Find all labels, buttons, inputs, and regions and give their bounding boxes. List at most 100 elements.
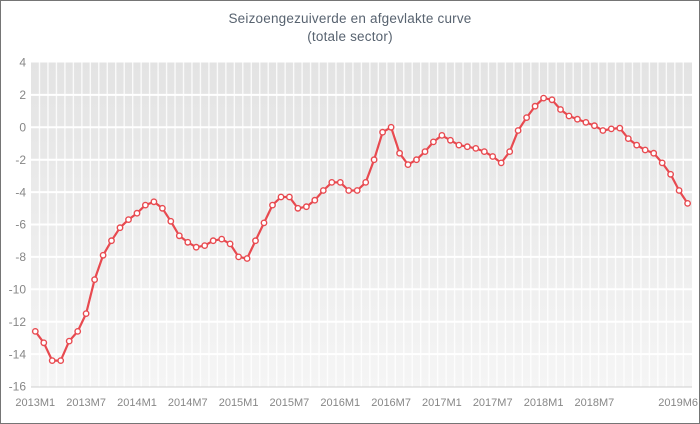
data-point[interactable] [260,219,268,227]
data-point[interactable] [252,237,259,245]
data-point[interactable] [48,357,56,364]
data-point[interactable] [396,149,403,157]
data-point[interactable] [548,96,556,104]
data-point[interactable] [413,156,420,164]
data-point[interactable] [463,143,471,151]
x-tick-label: 2019M6 [658,397,698,409]
y-tick-label: 4 [19,56,26,70]
y-tick-label: 0 [19,121,26,135]
data-point[interactable] [353,187,361,194]
x-tick-label: 2013M1 [15,397,55,409]
data-point[interactable] [243,255,251,262]
x-tick-label: 2018M1 [524,397,564,409]
x-tick-label: 2017M1 [422,397,462,409]
data-point[interactable] [421,148,429,156]
data-point[interactable] [285,193,293,201]
data-point[interactable] [565,112,573,120]
data-point[interactable] [82,310,90,317]
y-tick-label: 2 [19,88,26,102]
data-point[interactable] [591,122,598,130]
data-point[interactable] [633,141,641,149]
data-point[interactable] [294,204,302,212]
data-point[interactable] [599,127,607,134]
x-tick-label: 2013M7 [66,397,106,409]
data-point[interactable] [99,251,107,259]
data-point[interactable] [150,198,158,206]
data-point[interactable] [319,187,327,194]
data-point[interactable] [557,106,564,113]
series-markers [31,94,691,364]
data-point[interactable] [650,149,658,157]
data-point[interactable] [429,138,437,146]
data-point[interactable] [379,128,386,136]
chart-header: Seizoengezuiverde en afgevlakte curve (t… [1,10,699,46]
x-tick-label: 2016M1 [320,397,360,409]
x-tick-label: 2014M1 [117,397,157,409]
data-point[interactable] [218,235,226,243]
data-point[interactable] [667,170,674,178]
data-point[interactable] [209,237,217,245]
data-point[interactable] [624,135,632,143]
data-point[interactable] [108,237,115,245]
y-tick-label: -16 [9,380,27,394]
data-point[interactable] [31,327,39,335]
data-point[interactable] [582,119,590,126]
data-point[interactable] [277,193,285,201]
data-point[interactable] [65,337,73,345]
y-tick-label: -12 [9,315,27,329]
y-tick-label: -4 [15,185,26,199]
data-point[interactable] [57,357,65,364]
data-point[interactable] [201,242,209,250]
data-point[interactable] [641,146,649,154]
data-point[interactable] [523,114,530,122]
data-point[interactable] [336,178,344,186]
data-point[interactable] [184,238,192,246]
data-point[interactable] [455,141,463,149]
data-point[interactable] [362,178,370,186]
data-point[interactable] [345,187,353,194]
data-point[interactable] [387,123,395,131]
y-tick-label: -14 [9,347,27,361]
data-point[interactable] [311,196,319,204]
data-point[interactable] [607,125,615,133]
data-point[interactable] [167,217,175,225]
data-point[interactable] [531,102,539,110]
data-point[interactable] [514,127,522,134]
data-point[interactable] [40,339,48,347]
data-point[interactable] [158,204,166,212]
data-point[interactable] [175,232,183,240]
data-point[interactable] [506,148,514,156]
data-point[interactable] [226,240,234,248]
data-point[interactable] [616,124,624,132]
data-point[interactable] [125,216,132,224]
data-point[interactable] [438,131,446,139]
data-point[interactable] [497,159,505,167]
data-point[interactable] [235,253,243,261]
data-point[interactable] [91,276,99,283]
x-axis-labels: 2013M1 2013M7 2014M1 2014M7 2015M1 2015M7 2016… [15,397,698,409]
data-point[interactable] [675,187,683,194]
data-point[interactable] [133,209,141,217]
data-point[interactable] [472,144,480,152]
data-point[interactable] [489,153,497,160]
horizontal-gridlines [31,93,692,356]
data-point[interactable] [446,136,454,144]
data-point[interactable] [328,178,336,186]
data-point[interactable] [269,201,276,209]
data-point[interactable] [658,159,666,167]
data-point[interactable] [116,224,124,232]
data-point[interactable] [74,327,82,335]
x-tick-label: 2018M7 [575,397,615,409]
data-point[interactable] [302,203,310,211]
y-tick-label: -2 [15,153,26,167]
data-point[interactable] [574,115,581,123]
data-point[interactable] [192,243,200,251]
data-point[interactable] [141,201,149,209]
x-tick-label: 2016M7 [371,397,411,409]
data-point[interactable] [540,94,547,102]
data-point[interactable] [480,148,488,156]
data-point[interactable] [370,156,378,164]
data-point[interactable] [684,199,691,207]
chart-title: Seizoengezuiverde en afgevlakte curve [228,11,472,26]
data-point[interactable] [404,161,412,169]
